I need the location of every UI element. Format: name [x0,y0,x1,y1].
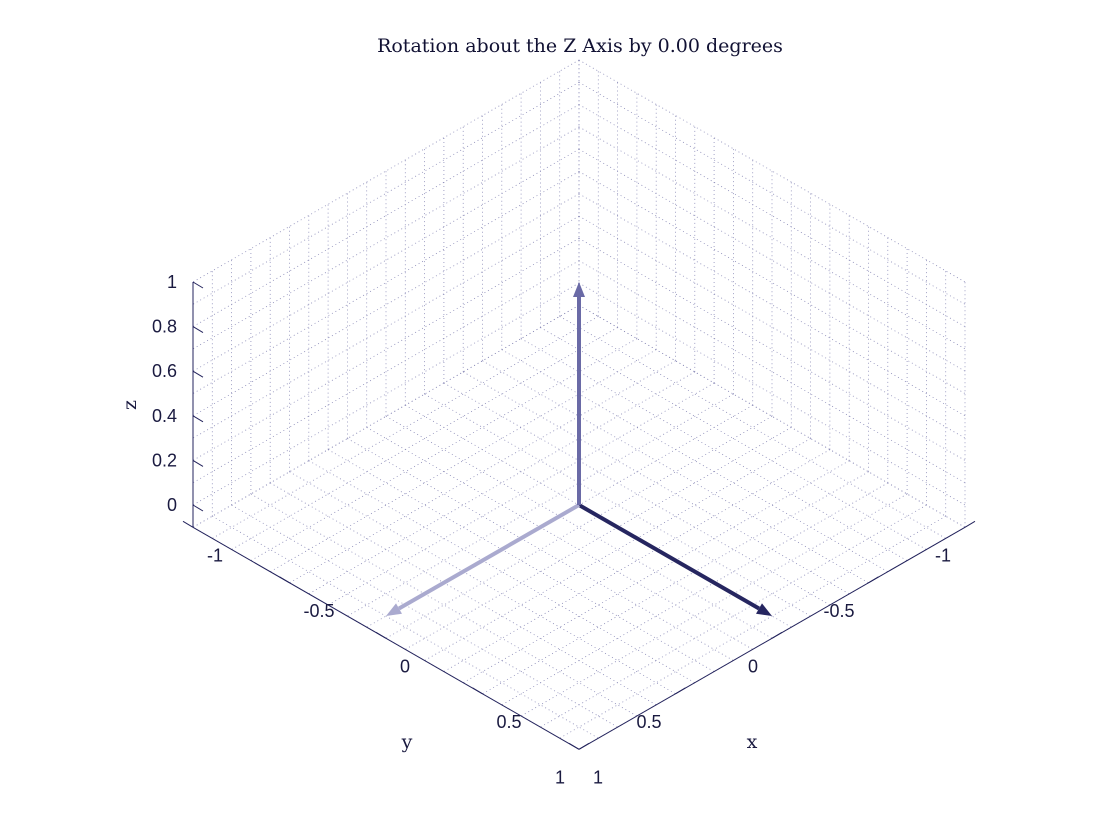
axis-labels: x y z [119,400,758,753]
vector-shaft [398,503,580,611]
grid-line [424,438,811,661]
vector-arrowhead [573,282,585,297]
z-tick-mark [192,459,204,467]
z-tick-label: 0 [167,495,177,515]
grid-line [212,316,599,539]
axes: -1 -0.5 0 0.5 1 -1 -0.5 0 0.5 1 0 0.2 0.4 0.6 0.8 1 [152,272,976,787]
grid-line [578,193,966,417]
x-tick-mark [279,576,290,584]
vector-arrowhead [756,603,772,616]
x-tick-mark [182,520,194,528]
x-axis-label: x [747,731,758,753]
y-tick-label: 0 [748,656,758,676]
grid-line [347,438,734,661]
grid-line [463,460,850,684]
z-axis-label: z [119,400,141,410]
x-tick-mark [472,687,483,695]
vectors [386,282,772,616]
y-tick-mark [964,520,976,528]
y-tick-label: -0.5 [823,601,854,621]
grid-line [482,471,869,695]
y-tick-label: 1 [555,767,565,787]
y-tick-mark [868,576,879,584]
z-tick-mark [192,370,204,378]
y-tick-mark [675,687,686,695]
z-tick-mark [192,504,204,512]
x-basis-vector [578,503,772,616]
z-basis-vector [573,282,585,505]
z-tick-mark [192,281,204,289]
x-tick-label: 1 [593,767,603,787]
y-tick-label: -1 [935,545,951,565]
grid-line [578,81,966,305]
x-tick-label: 0.5 [497,712,522,732]
grid-line [192,81,580,305]
x-tick-label: 0 [400,656,410,676]
x-tick-label: -0.5 [304,601,335,621]
grid-line [559,515,946,739]
grid-line [578,59,966,283]
chart-title: Rotation about the Z Axis by 0.00 degree… [377,35,783,57]
y-tick-mark [578,742,590,750]
z-tick-label: 1 [167,272,177,292]
z-tick-mark [192,326,204,334]
y-basis-vector [386,503,580,616]
grid-line [347,393,734,617]
grid-line [424,393,811,617]
y-tick-mark [771,631,783,639]
grid-line [192,59,580,283]
grid-line [308,460,695,684]
x-tick-mark [375,631,387,639]
z-tick-label: 0.2 [152,450,177,470]
y-tick-label: 0.5 [636,712,661,732]
z-tick-label: 0.6 [152,361,177,381]
z-tick-label: 0.4 [152,406,177,426]
grid-line [289,471,676,695]
x-tick-label: -1 [207,545,223,565]
grid-line [212,515,599,739]
z-tick-label: 0.8 [152,317,177,337]
y-axis-label: y [401,731,413,753]
grid-line [192,193,580,417]
vector-shaft [578,503,760,611]
vector-arrowhead [386,603,402,616]
x-tick-mark [568,742,580,750]
z-tick-mark [192,415,204,423]
grid-line [559,316,946,539]
